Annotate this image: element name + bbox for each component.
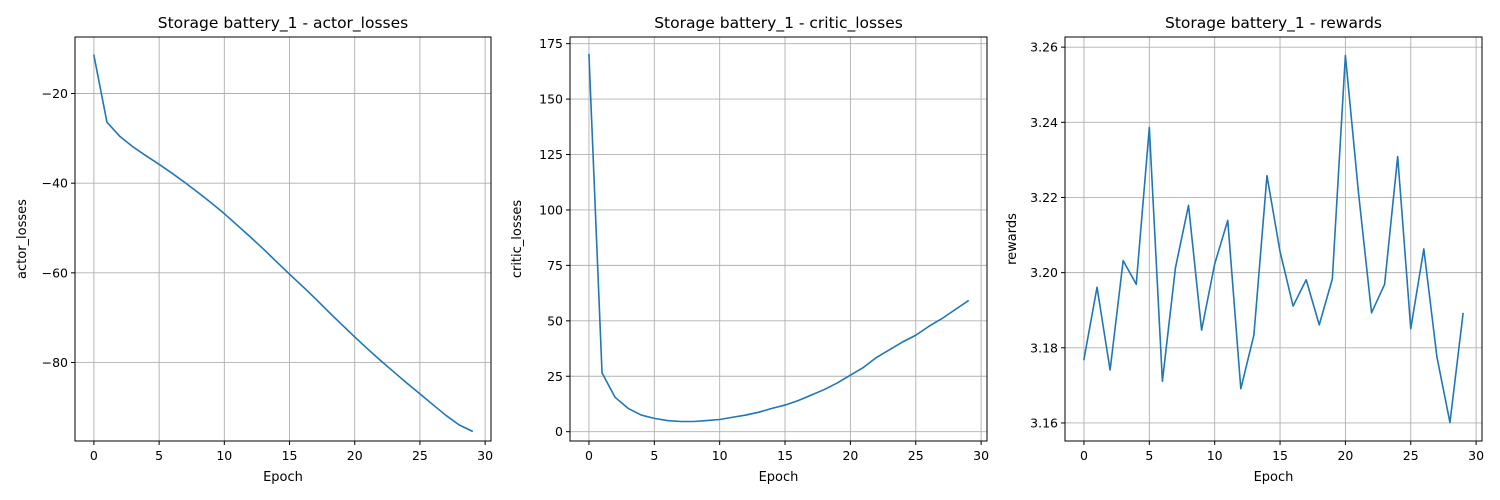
- y-tick-label: 125: [539, 147, 563, 162]
- y-tick-label: 175: [539, 36, 563, 51]
- y-tick-label: 150: [539, 92, 563, 107]
- plot-frame: [1064, 36, 1483, 442]
- y-tick-label: 0: [555, 424, 563, 439]
- series-line: [92, 54, 474, 433]
- chart-title: Storage battery_1 - actor_losses: [158, 14, 408, 33]
- x-axis-label: Epoch: [759, 470, 799, 485]
- chart-panel-2: 0 5 10 15 20 25 30 0 25 50 75 100 125 150 175 Storage b…: [510, 14, 989, 485]
- y-tick-label: 100: [539, 202, 563, 217]
- chart-panel-3: 0 5 10 15 20 25 30 3.16 3.18 3.20 3.22 3.24 3.26 Stor…: [1005, 14, 1484, 485]
- x-tick-label: 30: [477, 448, 493, 463]
- y-tick-label: 3.18: [1030, 340, 1058, 355]
- y-axis-label: rewards: [1005, 213, 1020, 265]
- x-tick-label: 10: [216, 448, 232, 463]
- y-axis-label: actor_losses: [15, 199, 30, 279]
- x-tick-label: 15: [282, 448, 298, 463]
- x-tick-label: 25: [1403, 448, 1419, 463]
- x-tick-label: 30: [1468, 448, 1484, 463]
- x-axis-label: Epoch: [1254, 470, 1294, 485]
- y-axis-label: critic_losses: [510, 200, 525, 279]
- y-tick-label: 3.24: [1030, 115, 1058, 130]
- x-axis-label: Epoch: [263, 470, 303, 485]
- x-tick-label: 25: [412, 448, 428, 463]
- y-tick-label: 75: [547, 258, 563, 273]
- x-tick-label: 0: [90, 448, 98, 463]
- y-tick-label: 3.26: [1030, 40, 1058, 55]
- x-tick-label: 10: [1207, 448, 1223, 463]
- plot-frame: [74, 36, 492, 442]
- x-tick-label: 20: [842, 448, 858, 463]
- series-line: [588, 53, 970, 423]
- x-tick-label: 5: [1145, 448, 1153, 463]
- y-tick-label: 25: [547, 369, 563, 384]
- x-tick-label: 30: [973, 448, 989, 463]
- y-tick-label: 50: [547, 313, 563, 328]
- chart-title: Storage battery_1 - critic_losses: [654, 14, 903, 33]
- y-tick-label: −80: [42, 355, 68, 370]
- x-tick-label: 0: [1080, 448, 1088, 463]
- plot-frame: [569, 36, 988, 442]
- series-line: [1083, 54, 1464, 424]
- y-tick-label: 3.20: [1030, 265, 1058, 280]
- chart-panel-1: 0 5 10 15 20 25 30 −80 −60 −40 −20 Storage battery_…: [15, 14, 493, 485]
- x-tick-label: 25: [908, 448, 924, 463]
- x-tick-label: 20: [347, 448, 363, 463]
- x-tick-label: 10: [712, 448, 728, 463]
- x-tick-label: 20: [1337, 448, 1353, 463]
- y-tick-label: 3.16: [1030, 415, 1058, 430]
- y-tick-label: −40: [42, 176, 68, 191]
- x-tick-label: 15: [777, 448, 793, 463]
- x-tick-label: 0: [585, 448, 593, 463]
- chart-title: Storage battery_1 - rewards: [1165, 14, 1382, 33]
- x-tick-label: 5: [650, 448, 658, 463]
- x-tick-label: 15: [1272, 448, 1288, 463]
- y-tick-label: −20: [42, 86, 68, 101]
- x-tick-label: 5: [155, 448, 163, 463]
- y-tick-label: −60: [42, 265, 68, 280]
- y-tick-label: 3.22: [1030, 190, 1058, 205]
